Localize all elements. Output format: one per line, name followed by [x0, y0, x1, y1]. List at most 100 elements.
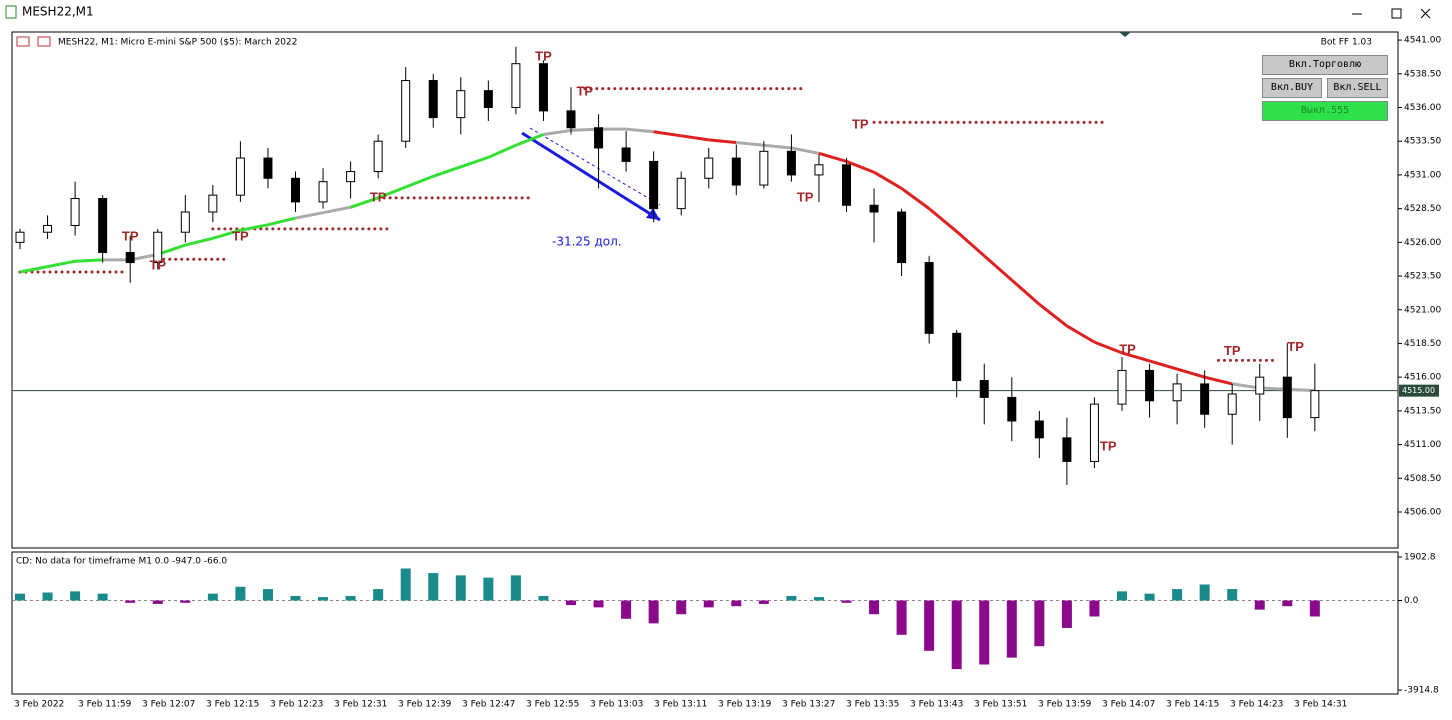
moving-average — [515, 133, 544, 147]
y-tick-label: 4513.50 — [1404, 406, 1441, 416]
tp-label: TP — [1119, 342, 1136, 357]
x-tick-label: 3 Feb 13:43 — [910, 700, 963, 710]
cd-bar — [42, 592, 53, 601]
cd-bar — [1199, 584, 1210, 601]
candle-body — [1089, 403, 1099, 462]
cd-bar — [1309, 600, 1320, 617]
moving-average — [350, 196, 379, 209]
cd-bar — [207, 593, 218, 601]
moving-average — [432, 165, 462, 178]
cd-bar — [924, 600, 935, 651]
close[interactable] — [1420, 8, 1431, 19]
cd-bar — [538, 595, 549, 601]
candle-body — [979, 380, 989, 398]
moving-average — [653, 130, 682, 138]
cd-bar — [1061, 600, 1072, 628]
x-tick-label: 3 Feb 12:55 — [526, 700, 579, 710]
indicator-panel — [11, 551, 1399, 695]
y-tick-label: 4506.00 — [1404, 508, 1441, 518]
cd-bar — [1006, 600, 1017, 658]
cd-bar — [180, 600, 191, 603]
x-tick-label: 3 Feb 13:51 — [974, 700, 1027, 710]
x-tick-label: 3 Feb 14:07 — [1102, 700, 1155, 710]
moving-average — [487, 143, 517, 159]
x-tick-label: 3 Feb 14:31 — [1294, 700, 1347, 710]
candle-body — [98, 198, 108, 253]
moving-average — [625, 127, 654, 134]
moving-average — [928, 207, 958, 233]
candle-body — [456, 90, 466, 119]
candle-body — [153, 231, 163, 264]
moving-average — [900, 187, 931, 210]
off-button[interactable]: Выкл.555 — [1262, 101, 1388, 121]
moving-average — [157, 243, 186, 256]
candle-body — [566, 110, 576, 129]
moving-average — [377, 185, 407, 200]
x-tick-label: 3 Feb 12:23 — [270, 700, 323, 710]
trade-button[interactable]: Вкл.Торговлю — [1262, 55, 1388, 75]
moving-average — [1149, 359, 1178, 371]
cd-bar — [841, 600, 852, 603]
candle-body — [594, 127, 604, 149]
x-tick-label: 3 Feb 13:19 — [718, 700, 772, 710]
candle-body — [15, 231, 25, 243]
cd-bar — [235, 586, 246, 601]
title-bar — [0, 0, 1452, 30]
y-tick-label: 4526.00 — [1404, 238, 1441, 248]
cd-bar — [1254, 600, 1265, 610]
x-tick-label: 3 Feb 12:47 — [462, 700, 515, 710]
candle-body — [401, 80, 411, 142]
tp-label: TP — [1224, 343, 1241, 358]
cd-bar — [15, 593, 25, 601]
cd-bar — [97, 593, 108, 601]
moving-average — [75, 258, 103, 263]
moving-average — [322, 205, 351, 215]
candle-body — [428, 80, 438, 119]
candle-body — [1255, 376, 1265, 395]
moving-average — [129, 252, 159, 262]
buy-button[interactable]: Вкл.BUY — [1262, 78, 1322, 98]
x-tick-label: 3 Feb 13:35 — [846, 700, 899, 710]
moving-average — [1010, 278, 1041, 306]
candle-body — [786, 150, 796, 176]
indicator-title: CD: No data for timeframe M1 0.0 -947.0 … — [16, 557, 227, 567]
moving-average — [873, 170, 903, 190]
candle-body — [263, 157, 273, 179]
y-tick-label: 4521.00 — [1404, 305, 1441, 315]
y-tick-label: 4516.00 — [1404, 373, 1441, 383]
moving-average — [1093, 340, 1123, 355]
x-tick-label: 3 Feb 2022 — [14, 700, 64, 710]
moving-average — [47, 259, 76, 269]
tp-label: TP — [122, 228, 139, 243]
arrow-head — [646, 208, 660, 220]
moving-average — [1176, 367, 1206, 379]
x-tick-label: 3 Feb 12:31 — [334, 700, 387, 710]
x-tick-label: 3 Feb 13:03 — [590, 700, 643, 710]
candle-body — [125, 251, 135, 264]
moving-average — [736, 141, 764, 147]
maximize[interactable] — [1391, 8, 1402, 19]
moving-average — [570, 127, 599, 132]
candle-body — [1034, 420, 1044, 439]
cd-bar — [1117, 591, 1127, 601]
moving-average — [983, 254, 1013, 282]
candle-body — [373, 140, 383, 173]
moving-average — [295, 211, 324, 220]
moving-average — [845, 160, 875, 174]
candle-body — [1117, 369, 1127, 405]
y-tick-label: 4518.50 — [1404, 339, 1441, 349]
candle-body — [814, 164, 824, 176]
tp-label: TP — [535, 48, 552, 63]
cd-bar — [786, 595, 797, 601]
moving-average — [1066, 324, 1096, 344]
moving-average — [543, 128, 572, 136]
x-tick-label: 3 Feb 11:59 — [78, 700, 132, 710]
cd-bar — [731, 600, 742, 607]
sell-button[interactable]: Вкл.SELL — [1327, 78, 1388, 98]
candle-body — [924, 262, 934, 334]
candle-body — [731, 157, 741, 186]
current-price-box — [1399, 384, 1439, 397]
y-tick-label: 4508.50 — [1404, 474, 1441, 484]
cd-bar — [318, 597, 329, 601]
